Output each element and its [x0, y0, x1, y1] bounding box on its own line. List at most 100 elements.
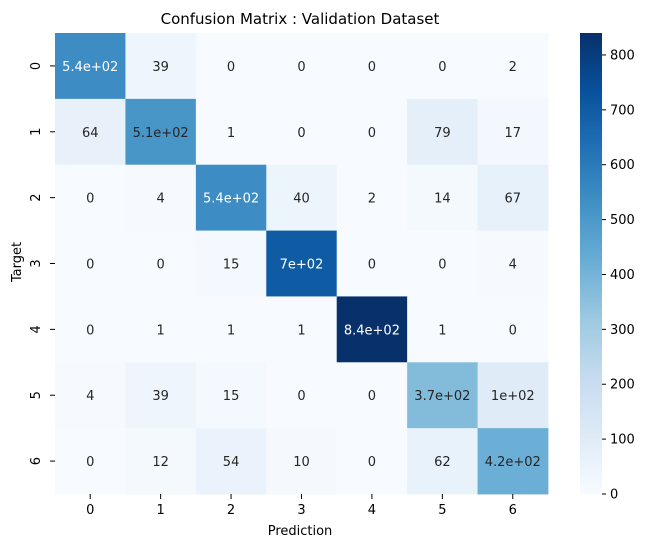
- cell-annotation: 14: [434, 192, 451, 207]
- cell-annotation: 0: [227, 60, 235, 75]
- heatmap-cell: [336, 164, 408, 231]
- heatmap-cell: [336, 33, 408, 100]
- cell-annotation: 0: [86, 192, 94, 207]
- heatmap-cell: [407, 33, 478, 100]
- heatmap-cell: [266, 230, 338, 297]
- cell-annotation: 8.4e+02: [344, 323, 400, 338]
- cell-annotation: 1: [157, 323, 165, 338]
- y-axis-label: Target: [10, 242, 25, 283]
- cell-annotation: 0: [297, 60, 305, 75]
- colorbar-tick-label: 300: [610, 323, 635, 338]
- chart-title: Confusion Matrix : Validation Dataset: [161, 10, 440, 28]
- heatmap-cell: [125, 164, 197, 231]
- heatmap-cell: [195, 230, 267, 297]
- cell-annotation: 4: [509, 258, 517, 273]
- heatmap-cell: [477, 296, 549, 363]
- cell-annotation: 17: [505, 126, 522, 141]
- x-tick-label: 5: [438, 503, 446, 518]
- cell-annotation: 10: [293, 455, 310, 470]
- cell-annotation: 0: [368, 258, 376, 273]
- y-tick-label: 5: [29, 391, 44, 399]
- heatmap-cell: [407, 296, 478, 363]
- cell-annotation: 64: [82, 126, 99, 141]
- x-tick-label: 6: [509, 503, 517, 518]
- x-tick-label: 0: [86, 503, 94, 518]
- heatmap-cell: [477, 230, 549, 297]
- colorbar-tick-label: 0: [610, 488, 618, 503]
- heatmap-cell: [407, 362, 478, 429]
- heatmap-cell: [55, 230, 126, 297]
- heatmap-cell: [336, 98, 408, 166]
- cell-annotation: 2: [368, 192, 376, 207]
- heatmap-cell: [266, 362, 338, 429]
- x-tick-label: 3: [297, 503, 305, 518]
- y-axis: 0 1 2 3 4 5 6: [29, 62, 55, 465]
- heatmap-cell: [266, 164, 338, 231]
- heatmap-cell: [125, 428, 197, 495]
- heatmap-cell: [195, 98, 267, 166]
- heatmap-cell: [477, 362, 549, 429]
- cell-annotation: 1: [227, 323, 235, 338]
- cell-annotation: 12: [152, 455, 169, 470]
- heatmap-cell: [336, 362, 408, 429]
- colorbar-tick-label: 200: [610, 378, 635, 393]
- colorbar-ticks: 0 100 200 300 400 500 600 700 800: [602, 48, 635, 503]
- heatmap-cell: [336, 428, 408, 495]
- cell-annotation: 67: [505, 192, 522, 207]
- y-tick-label: 4: [29, 325, 44, 333]
- heatmap-cell: [407, 230, 478, 297]
- heatmap-cell: [195, 362, 267, 429]
- heatmap-cell: [407, 164, 478, 231]
- colorbar-tick-label: 500: [610, 213, 635, 228]
- cell-annotation: 0: [297, 389, 305, 404]
- heatmap-cell: [125, 296, 197, 363]
- x-tick-label: 4: [368, 503, 376, 518]
- y-tick-label: 2: [29, 194, 44, 202]
- cell-annotation: 39: [152, 389, 169, 404]
- colorbar-tick-label: 400: [610, 268, 635, 283]
- cell-annotation: 7e+02: [280, 258, 324, 273]
- cell-annotation: 5.4e+02: [62, 60, 118, 75]
- cell-annotation: 0: [368, 455, 376, 470]
- cell-annotation: 0: [438, 258, 446, 273]
- heatmap-cell: [55, 33, 126, 100]
- heatmap-cell: [407, 428, 478, 495]
- cell-annotation: 54: [223, 455, 240, 470]
- heatmap-cell: [55, 164, 126, 231]
- cell-annotation: 39: [152, 60, 169, 75]
- heatmap-cell: [266, 428, 338, 495]
- heatmap-cell: [195, 428, 267, 495]
- cell-annotation: 0: [297, 126, 305, 141]
- cell-annotation: 4: [157, 192, 165, 207]
- heatmap-cell: [407, 98, 478, 166]
- colorbar-gradient: [580, 33, 602, 494]
- cell-annotation: 0: [368, 389, 376, 404]
- heatmap-cell: [195, 296, 267, 363]
- heatmap-cell: [477, 428, 549, 495]
- cell-annotation: 15: [223, 258, 240, 273]
- heatmap-cell: [266, 98, 338, 166]
- heatmap-cell: [55, 296, 126, 363]
- cell-annotation: 1e+02: [491, 389, 535, 404]
- heatmap-cell: [125, 98, 197, 166]
- cell-annotation: 79: [434, 126, 451, 141]
- cell-annotation: 0: [86, 455, 94, 470]
- heatmap-cell: [55, 428, 126, 495]
- heatmap-cell: [336, 230, 408, 297]
- cell-annotation: 1: [297, 323, 305, 338]
- cell-annotation: 62: [434, 455, 451, 470]
- colorbar-tick-label: 100: [610, 433, 635, 448]
- y-tick-label: 0: [29, 62, 44, 70]
- heatmap-cell: [266, 33, 338, 100]
- cell-annotation: 0: [368, 126, 376, 141]
- cell-annotation: 5.1e+02: [133, 126, 189, 141]
- cell-annotation: 0: [368, 60, 376, 75]
- x-axis: 0 1 2 3 4 5 6: [86, 494, 517, 518]
- y-tick-label: 1: [29, 128, 44, 136]
- heatmap-cell: [477, 98, 549, 166]
- heatmap-cells: [55, 33, 549, 495]
- cell-annotation: 4.2e+02: [485, 455, 541, 470]
- cell-annotation: 0: [438, 60, 446, 75]
- y-tick-label: 6: [29, 457, 44, 465]
